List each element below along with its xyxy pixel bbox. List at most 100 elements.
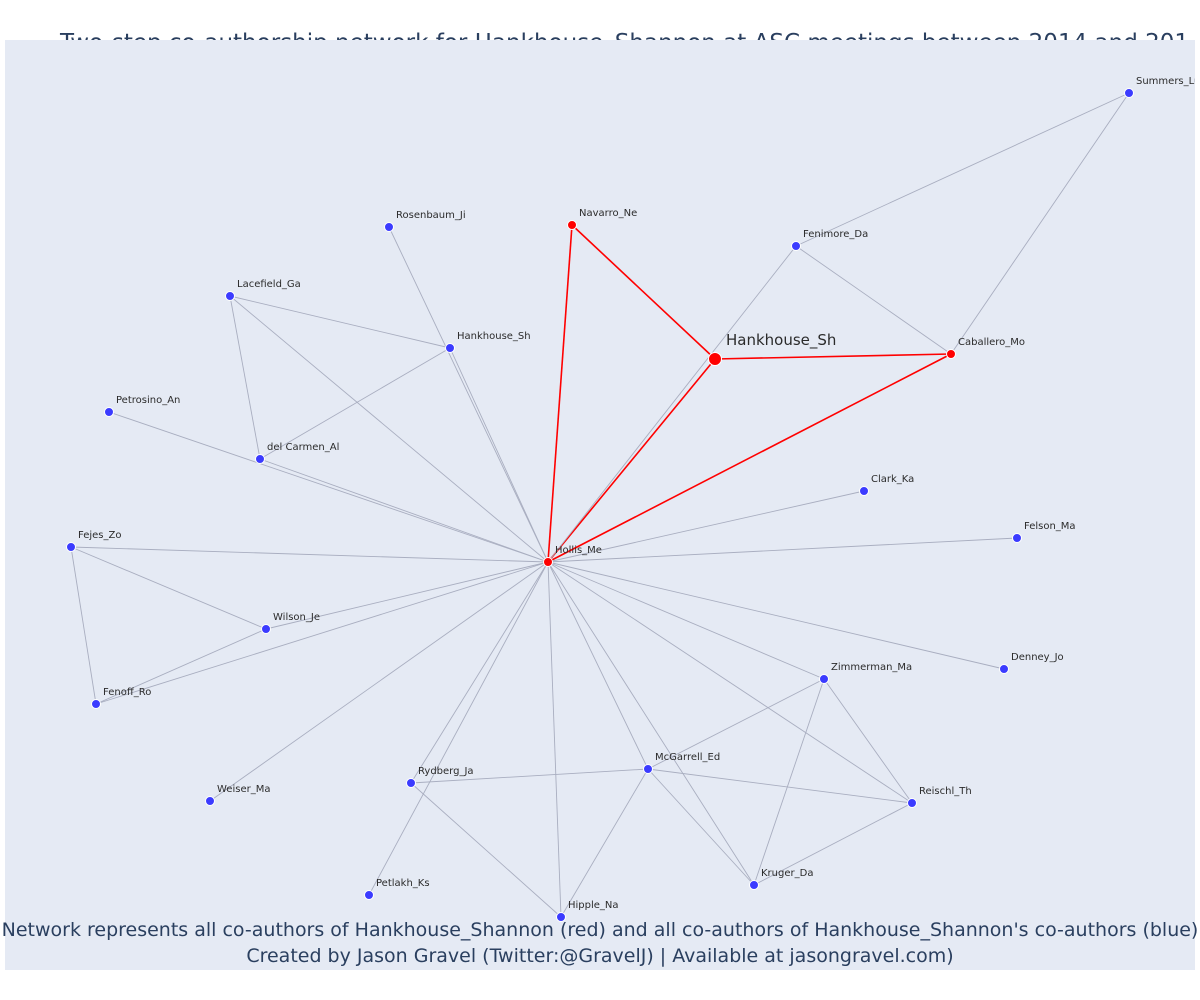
- caption-line-2: Created by Jason Gravel (Twitter:@Gravel…: [246, 945, 954, 967]
- node-label-Clark_Ka: Clark_Ka: [871, 474, 914, 485]
- node-Hankhouse_Sh_main[interactable]: [708, 352, 722, 366]
- node-label-Weiser_Ma: Weiser_Ma: [217, 784, 270, 795]
- node-label-Petlakh_Ks: Petlakh_Ks: [376, 878, 430, 889]
- edge-Clark_Ka-Hollis_Me: [547, 490, 865, 563]
- node-label-McGarrell_Ed: McGarrell_Ed: [655, 752, 720, 763]
- node-label-Rydberg_Ja: Rydberg_Ja: [418, 766, 474, 777]
- node-Fejes_Zo[interactable]: [66, 542, 76, 552]
- node-label-Fenimore_Da: Fenimore_Da: [803, 229, 868, 240]
- edge-Hollis_Me-Caballero_Mo: [547, 353, 952, 563]
- node-Kruger_Da[interactable]: [749, 880, 759, 890]
- edge-Wilson_Je-Fenoff_Ro: [95, 628, 267, 705]
- edge-Summers_Lu-Caballero_Mo: [950, 92, 1130, 355]
- nodes-layer: [66, 88, 1134, 922]
- node-label-Caballero_Mo: Caballero_Mo: [958, 337, 1025, 348]
- node-label-Fenoff_Ro: Fenoff_Ro: [103, 687, 151, 698]
- node-Denney_Jo[interactable]: [999, 664, 1009, 674]
- node-label-Lacefield_Ga: Lacefield_Ga: [237, 279, 301, 290]
- node-label-Wilson_Je: Wilson_Je: [273, 612, 320, 623]
- node-label-Summers_Lu: Summers_Lu: [1136, 76, 1195, 87]
- edge-Felson_Ma-Hollis_Me: [547, 537, 1018, 563]
- edge-Lacefield_Ga-Hankhouse_Sh2: [229, 295, 451, 349]
- edge-Hankhouse_Sh_main-Caballero_Mo: [714, 353, 952, 360]
- node-label-Felson_Ma: Felson_Ma: [1024, 521, 1076, 532]
- edge-Fejes_Zo-Fenoff_Ro: [70, 546, 97, 705]
- node-Fenimore_Da[interactable]: [791, 241, 801, 251]
- edge-Hankhouse_Sh2-Hollis_Me: [449, 347, 549, 563]
- node-label-del_Carmen_Al: del Carmen_Al: [267, 442, 339, 453]
- node-Weiser_Ma[interactable]: [205, 796, 215, 806]
- plot-area: Hankhouse_Sh Navarro_Ne Caballero_Mo Hollis…: [5, 40, 1195, 970]
- node-label-Kruger_Da: Kruger_Da: [761, 868, 813, 879]
- node-label-Hipple_Na: Hipple_Na: [568, 900, 619, 911]
- node-Hipple_Na[interactable]: [556, 912, 566, 922]
- node-Caballero_Mo[interactable]: [946, 349, 956, 359]
- edge-Lacefield_Ga-del_Carmen_Al: [229, 295, 261, 460]
- node-Fenoff_Ro[interactable]: [91, 699, 101, 709]
- edge-Petrosino_An-Hollis_Me: [108, 411, 549, 563]
- node-label-Petrosino_An: Petrosino_An: [116, 395, 180, 406]
- edge-Kruger_Da-Hollis_Me: [547, 561, 755, 886]
- edge-Hankhouse_Sh2-del_Carmen_Al: [259, 347, 451, 460]
- edge-del_Carmen_Al-Hollis_Me: [259, 458, 549, 563]
- edge-Wilson_Je-Hollis_Me: [265, 561, 549, 630]
- node-Zimmerman_Ma[interactable]: [819, 674, 829, 684]
- node-Reischl_Th[interactable]: [907, 798, 917, 808]
- edges-layer: [70, 92, 1130, 918]
- edge-McGarrell_Ed-Reischl_Th: [647, 768, 913, 804]
- edge-Lacefield_Ga-Hollis_Me: [229, 295, 549, 563]
- edge-Summers_Lu-Fenimore_Da: [795, 92, 1130, 247]
- node-Hollis_Me[interactable]: [543, 557, 553, 567]
- edge-Fenimore_Da-Caballero_Mo: [795, 245, 952, 355]
- edge-Weiser_Ma-Hollis_Me: [209, 561, 549, 802]
- edge-Hankhouse_Sh_main-Hollis_Me: [547, 358, 716, 563]
- edge-Hipple_Na-Hollis_Me: [547, 561, 562, 918]
- edge-Hollis_Me-Navarro_Ne: [547, 224, 573, 563]
- edge-Rydberg_Ja-Hollis_Me: [410, 561, 549, 784]
- labels-layer: Hankhouse_Sh Navarro_Ne Caballero_Mo Hollis…: [78, 76, 1195, 911]
- edge-Denney_Jo-Hollis_Me: [547, 561, 1005, 670]
- node-Wilson_Je[interactable]: [261, 624, 271, 634]
- edge-Rydberg_Ja-Hipple_Na: [410, 782, 562, 918]
- caption-line-1: Network represents all co-authors of Han…: [1, 919, 1199, 941]
- edge-Rydberg_Ja-McGarrell_Ed: [410, 768, 649, 784]
- edge-McGarrell_Ed-Hipple_Na: [560, 768, 649, 918]
- edge-Reischl_Th-Kruger_Da: [753, 802, 913, 886]
- edge-Fenoff_Ro-Hollis_Me: [95, 561, 549, 705]
- node-Felson_Ma[interactable]: [1012, 533, 1022, 543]
- edge-Petlakh_Ks-Hollis_Me: [368, 561, 549, 896]
- node-Petlakh_Ks[interactable]: [364, 890, 374, 900]
- edge-Hankhouse_Sh_main-Navarro_Ne: [571, 224, 716, 360]
- node-Petrosino_An[interactable]: [104, 407, 114, 417]
- node-Clark_Ka[interactable]: [859, 486, 869, 496]
- edge-Fejes_Zo-Hollis_Me: [70, 546, 549, 563]
- node-label-Hankhouse_Sh_main: Hankhouse_Sh: [726, 331, 836, 350]
- edge-Zimmerman_Ma-McGarrell_Ed: [647, 678, 825, 770]
- node-label-Navarro_Ne: Navarro_Ne: [579, 208, 637, 219]
- node-label-Denney_Jo: Denney_Jo: [1011, 652, 1064, 663]
- node-label-Hankhouse_Sh2: Hankhouse_Sh: [457, 331, 531, 342]
- edge-Rosenbaum_Ji-Hollis_Me: [388, 226, 549, 563]
- edge-McGarrell_Ed-Hollis_Me: [547, 561, 649, 770]
- node-Hankhouse_Sh2[interactable]: [445, 343, 455, 353]
- node-Navarro_Ne[interactable]: [567, 220, 577, 230]
- node-label-Reischl_Th: Reischl_Th: [919, 786, 972, 797]
- node-Rydberg_Ja[interactable]: [406, 778, 416, 788]
- node-label-Fejes_Zo: Fejes_Zo: [78, 530, 121, 541]
- network-graph: Hankhouse_Sh Navarro_Ne Caballero_Mo Hollis…: [66, 76, 1195, 922]
- edge-Zimmerman_Ma-Reischl_Th: [823, 678, 913, 804]
- node-label-Zimmerman_Ma: Zimmerman_Ma: [831, 662, 912, 673]
- edge-Zimmerman_Ma-Kruger_Da: [753, 678, 825, 886]
- node-del_Carmen_Al[interactable]: [255, 454, 265, 464]
- edge-Reischl_Th-Hollis_Me: [547, 561, 913, 804]
- node-Rosenbaum_Ji[interactable]: [384, 222, 394, 232]
- edge-McGarrell_Ed-Kruger_Da: [647, 768, 755, 886]
- node-label-Hollis_Me: Hollis_Me: [555, 545, 602, 556]
- edge-Fejes_Zo-Wilson_Je: [70, 546, 267, 630]
- node-Summers_Lu[interactable]: [1124, 88, 1134, 98]
- edge-Fenimore_Da-Hollis_Me: [547, 245, 797, 563]
- edge-Zimmerman_Ma-Hollis_Me: [547, 561, 825, 680]
- caption: Network represents all co-authors of Han…: [0, 917, 1200, 969]
- node-McGarrell_Ed[interactable]: [643, 764, 653, 774]
- node-Lacefield_Ga[interactable]: [225, 291, 235, 301]
